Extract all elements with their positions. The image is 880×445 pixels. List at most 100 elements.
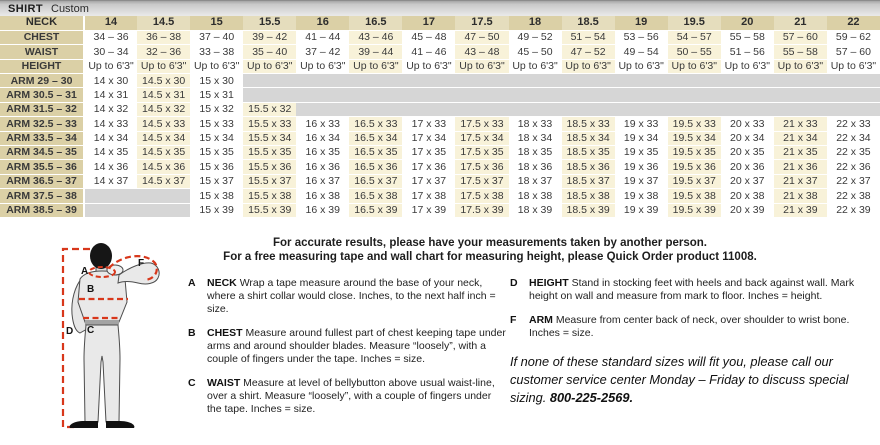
size-cell: 14.5 x 32	[137, 102, 191, 118]
row-label: HEIGHT	[0, 59, 85, 75]
size-cell: 15 x 30	[190, 73, 244, 89]
size-cell: 19.5 x 37	[667, 174, 721, 190]
size-cell: 47 – 52	[561, 44, 615, 60]
size-cell: 19.5 x 35	[667, 145, 721, 161]
size-cell: 45 – 50	[508, 44, 562, 60]
definition-text: Measure at level of bellybutton above us…	[207, 377, 495, 415]
size-cell: 17.5 x 37	[455, 174, 509, 190]
size-cell: 20 x 33	[720, 116, 774, 132]
size-cell: 54 – 57	[667, 30, 721, 46]
size-cell: 19 x 36	[614, 159, 668, 175]
size-cell: 39 – 42	[243, 30, 297, 46]
size-cell: 18 x 39	[508, 203, 562, 218]
size-cell: 16 x 35	[296, 145, 350, 161]
size-cell: 20 x 39	[720, 203, 774, 218]
size-cell: 20 x 38	[720, 188, 774, 204]
size-cell: 16.5 x 38	[349, 188, 403, 204]
size-cell: 17.5 x 33	[455, 116, 509, 132]
size-cell: 51 – 56	[720, 44, 774, 60]
definition-letter: C	[188, 377, 196, 389]
table-title-bar: SHIRT Custom	[0, 0, 880, 16]
size-cell: 17.5 x 34	[455, 131, 509, 147]
row-label: ARM 32.5 – 33	[0, 116, 85, 132]
empty-cell	[296, 87, 350, 103]
empty-cell	[137, 188, 191, 204]
size-cell: 22 x 36	[826, 159, 880, 175]
definition-term: CHEST	[207, 327, 243, 339]
table-row: ARM 29 – 30 14 x 30 14.5 x 30 15 x 30	[0, 73, 880, 89]
size-cell: 22 x 39	[826, 203, 880, 218]
size-cell: 17 x 38	[402, 188, 456, 204]
size-cell: 19.5 x 36	[667, 159, 721, 175]
figure-legs	[83, 324, 121, 423]
size-cell: Up to 6'3"	[349, 59, 403, 75]
definition-letter: B	[188, 327, 196, 339]
table-row: ARM 33.5 – 34 14 x 34 14.5 x 34 15 x 34 15.5…	[0, 131, 880, 147]
size-cell: Up to 6'3"	[402, 59, 456, 75]
row-label: ARM 34.5 – 35	[0, 145, 85, 161]
size-cell: 49 – 52	[508, 30, 562, 46]
size-cell: 14 x 36	[84, 159, 138, 175]
table-row: HEIGHT Up to 6'3" Up to 6'3" Up to 6'3" Up t…	[0, 59, 880, 75]
size-cell: 15.5 x 36	[243, 159, 297, 175]
neck-size-header: 19.5	[667, 16, 721, 31]
size-cell: 15 x 37	[190, 174, 244, 190]
empty-cell	[508, 73, 562, 89]
empty-cell	[84, 203, 138, 218]
measurement-figure-diagram: A B C D F	[61, 243, 160, 429]
size-cell: Up to 6'3"	[84, 59, 138, 75]
neck-size-header: 16.5	[349, 16, 403, 31]
size-cell: 14.5 x 30	[137, 73, 191, 89]
size-cell: 22 x 37	[826, 174, 880, 190]
figure-left-shoe	[69, 421, 98, 428]
size-cell: 21 x 38	[773, 188, 827, 204]
size-cell: 22 x 38	[826, 188, 880, 204]
size-cell: 18.5 x 33	[561, 116, 615, 132]
size-cell: 15 x 39	[190, 203, 244, 218]
empty-cell	[667, 102, 721, 118]
table-row: ARM 36.5 – 37 14 x 37 14.5 x 37 15 x 37 15.5…	[0, 174, 880, 190]
definition-letter: A	[188, 277, 196, 289]
size-cell: 17.5 x 38	[455, 188, 509, 204]
size-cell: 16.5 x 34	[349, 131, 403, 147]
row-label: WAIST	[0, 44, 85, 60]
size-cell: 18.5 x 38	[561, 188, 615, 204]
size-cell: 15 x 36	[190, 159, 244, 175]
empty-cell	[826, 73, 880, 89]
empty-cell	[561, 102, 615, 118]
size-cell: 14 x 34	[84, 131, 138, 147]
note-phone-number: 800-225-2569.	[549, 390, 634, 405]
neck-size-header: 17	[402, 16, 456, 31]
size-cell: 14.5 x 36	[137, 159, 191, 175]
definition-term: WAIST	[207, 377, 241, 389]
neck-size-header: 14	[84, 16, 138, 31]
size-cell: Up to 6'3"	[455, 59, 509, 75]
size-cell: 57 – 60	[826, 44, 880, 60]
definition-body: ARM Measure from center back of neck, ov…	[529, 314, 876, 340]
figure-head	[90, 243, 112, 269]
size-cell: 15.5 x 33	[243, 116, 297, 132]
size-cell: 19 x 39	[614, 203, 668, 218]
size-cell: Up to 6'3"	[720, 59, 774, 75]
size-cell: 14.5 x 31	[137, 87, 191, 103]
empty-cell	[773, 87, 827, 103]
row-label: ARM 37.5 – 38	[0, 188, 85, 204]
size-cell: 16.5 x 39	[349, 203, 403, 218]
size-cell: 55 – 58	[773, 44, 827, 60]
size-table-body: NECK 14 14.5 15 15.5 16 16.5 17 17.5 18 18.5 19 19.5…	[0, 16, 880, 218]
neck-size-header: 14.5	[137, 16, 191, 31]
size-cell: 55 – 58	[720, 30, 774, 46]
size-cell: 45 – 48	[402, 30, 456, 46]
row-label: ARM 30.5 – 31	[0, 87, 85, 103]
definitions-column-right: D HEIGHT Stand in stocking feet with heel…	[510, 277, 876, 407]
figure-label-c: C	[87, 325, 94, 336]
definition-term: HEIGHT	[529, 277, 569, 289]
figure-label-d: D	[66, 326, 73, 337]
size-cell: 17.5 x 36	[455, 159, 509, 175]
size-cell: 22 x 34	[826, 131, 880, 147]
size-cell: 20 x 37	[720, 174, 774, 190]
size-cell: 19 x 38	[614, 188, 668, 204]
neck-measure-line-a	[88, 266, 116, 278]
size-cell: 16 x 33	[296, 116, 350, 132]
size-cell: 19 x 37	[614, 174, 668, 190]
